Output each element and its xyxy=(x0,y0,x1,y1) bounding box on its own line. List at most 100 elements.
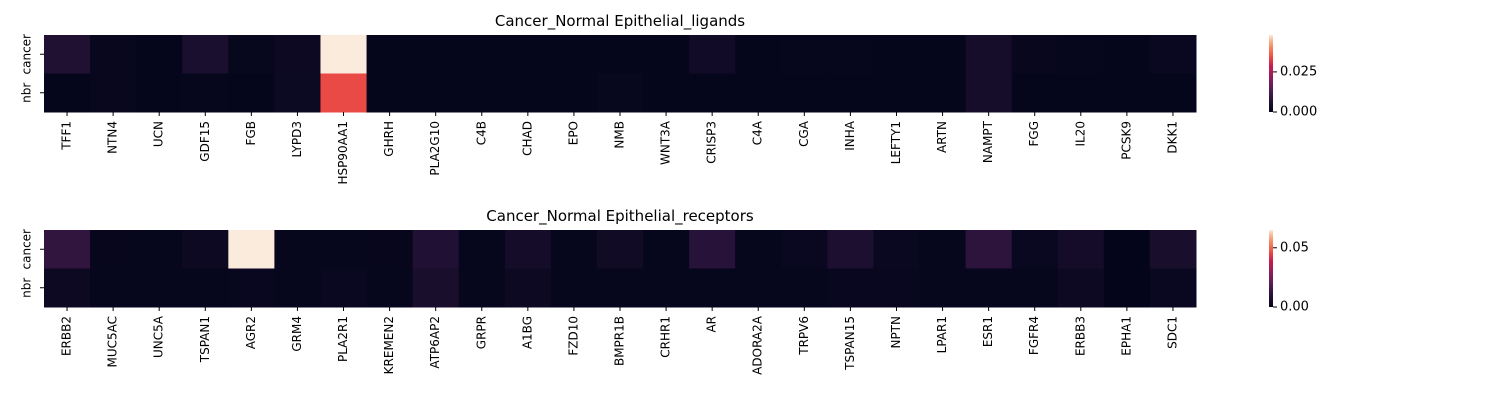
heatmap-cell-cancer-GRM4 xyxy=(274,230,321,269)
heatmap-cell-nbr-NPTN xyxy=(873,268,921,308)
heatmap-cell-nbr-GDF15 xyxy=(182,73,229,113)
column-label: UCN xyxy=(152,121,166,147)
column-label: EPHA1 xyxy=(1119,316,1133,356)
column-label: ERBB2 xyxy=(60,316,74,356)
heatmap-cell-cancer-GDF15 xyxy=(182,35,229,74)
column-label: WNT3A xyxy=(659,120,673,165)
heatmap-cell-cancer-NAMPT xyxy=(965,35,1013,74)
heatmap-cell-cancer-A1BG xyxy=(504,230,552,269)
heatmap-cell-cancer-ERBB3 xyxy=(1057,230,1105,269)
column-label: TRPV6 xyxy=(797,316,811,356)
heatmap-cell-nbr-NTN4 xyxy=(90,73,137,113)
column-label: CRHR1 xyxy=(659,316,673,358)
column-label: PLA2R1 xyxy=(336,316,350,362)
row-label: nbr xyxy=(20,83,34,103)
column-label: ADORA2A xyxy=(751,315,765,375)
column-label: LEFTY1 xyxy=(889,121,903,164)
heatmap-cell-cancer-PLA2G10 xyxy=(412,35,460,74)
heatmap-cell-nbr-FGB xyxy=(228,73,275,113)
column-label: TSPAN15 xyxy=(843,316,857,371)
heatmap-cell-cancer-GRPR xyxy=(458,230,506,269)
column-label: NPTN xyxy=(889,316,903,349)
column-label: MUC5AC xyxy=(106,316,120,368)
column-label: CHAD xyxy=(520,121,534,156)
heatmap-cell-nbr-LPAR1 xyxy=(919,268,967,308)
heatmap-cell-cancer-ADORA2A xyxy=(735,230,782,269)
heatmap-cell-cancer-CHAD xyxy=(504,35,552,74)
column-label: FGFR4 xyxy=(1027,316,1041,355)
column-label: ESR1 xyxy=(981,316,995,347)
heatmap-cell-nbr-EPO xyxy=(550,73,598,113)
heatmap-cell-nbr-ADORA2A xyxy=(735,268,782,308)
heatmap-cell-cancer-HSP90AA1 xyxy=(320,35,368,74)
heatmap-cell-cancer-UCN xyxy=(136,35,183,74)
heatmap-cell-cancer-WNT3A xyxy=(643,35,690,74)
column-label: CGA xyxy=(797,120,811,147)
column-label: C4A xyxy=(751,120,765,145)
chart-title: Cancer_Normal Epithelial_receptors xyxy=(486,207,754,226)
heatmap-cell-cancer-NPTN xyxy=(873,230,921,269)
heatmap-cell-cancer-C4B xyxy=(458,35,506,74)
column-label: ERBB3 xyxy=(1073,316,1087,356)
column-label: PLA2G10 xyxy=(428,121,442,176)
heatmap-cell-nbr-ERBB3 xyxy=(1057,268,1105,308)
column-label: AR xyxy=(705,316,719,333)
column-label: ATP6AP2 xyxy=(428,316,442,369)
colorbar xyxy=(1269,35,1273,112)
column-label: LYPD3 xyxy=(290,121,304,158)
heatmap-cell-nbr-TFF1 xyxy=(44,73,91,113)
heatmap-cell-nbr-PLA2G10 xyxy=(412,73,460,113)
row-label: cancer xyxy=(20,229,34,270)
column-label: IL20 xyxy=(1073,121,1087,147)
heatmap-cell-cancer-UNC5A xyxy=(136,230,183,269)
heatmap-cell-nbr-AGR2 xyxy=(228,268,275,308)
heatmap-cell-nbr-GRPR xyxy=(458,268,506,308)
heatmap-cell-nbr-MUC5AC xyxy=(90,268,137,308)
column-label: GDF15 xyxy=(198,121,212,162)
heatmap-cell-nbr-NAMPT xyxy=(965,73,1013,113)
heatmap-cell-nbr-C4B xyxy=(458,73,506,113)
column-label: FGB xyxy=(244,121,258,145)
column-label: PCSK9 xyxy=(1119,121,1133,160)
heatmap-cell-nbr-NMB xyxy=(596,73,644,113)
heatmap-cell-nbr-ATP6AP2 xyxy=(412,268,460,308)
heatmap-cell-nbr-TSPAN1 xyxy=(182,268,229,308)
heatmap-cell-cancer-AGR2 xyxy=(228,230,275,269)
heatmap-cell-nbr-PLA2R1 xyxy=(320,268,368,308)
heatmap-cell-nbr-FGFR4 xyxy=(1011,268,1059,308)
heatmap-cell-nbr-CRISP3 xyxy=(689,73,736,113)
column-label: UNC5A xyxy=(152,315,166,358)
heatmap-cell-nbr-WNT3A xyxy=(643,73,690,113)
heatmap-cell-cancer-NTN4 xyxy=(90,35,137,74)
column-label: NTN4 xyxy=(106,121,120,154)
column-label: GRPR xyxy=(474,316,488,349)
heatmap-cell-cancer-C4A xyxy=(735,35,782,74)
heatmap-cell-nbr-BMPR1B xyxy=(596,268,644,308)
column-label: GRM4 xyxy=(290,316,304,352)
heatmap-cell-cancer-NMB xyxy=(596,35,644,74)
column-label: SDC1 xyxy=(1165,316,1179,349)
column-label: GHRH xyxy=(382,121,396,157)
heatmap-cell-cancer-PLA2R1 xyxy=(320,230,368,269)
column-label: HSP90AA1 xyxy=(336,121,350,185)
heatmap-cell-cancer-INHA xyxy=(827,35,874,74)
column-label: A1BG xyxy=(520,316,534,349)
heatmap-cell-nbr-SDC1 xyxy=(1149,268,1197,308)
heatmap-cell-nbr-DKK1 xyxy=(1149,73,1197,113)
column-label: C4B xyxy=(474,121,488,145)
heatmap-cell-nbr-CHAD xyxy=(504,73,552,113)
column-label: ARTN xyxy=(935,121,949,153)
colorbar-tick-label: 0.025 xyxy=(1280,64,1317,79)
colorbar-tick-label: 0.05 xyxy=(1280,240,1309,255)
heatmap-cell-nbr-FGG xyxy=(1011,73,1059,113)
heatmap-cell-nbr-GHRH xyxy=(366,73,414,113)
heatmap-cell-cancer-ESR1 xyxy=(965,230,1013,269)
heatmap-cell-cancer-KREMEN2 xyxy=(366,230,414,269)
heatmap-cell-cancer-MUC5AC xyxy=(90,230,137,269)
heatmap-cell-cancer-AR xyxy=(689,230,736,269)
heatmap-cell-nbr-UNC5A xyxy=(136,268,183,308)
heatmap-cell-nbr-CRHR1 xyxy=(643,268,690,308)
